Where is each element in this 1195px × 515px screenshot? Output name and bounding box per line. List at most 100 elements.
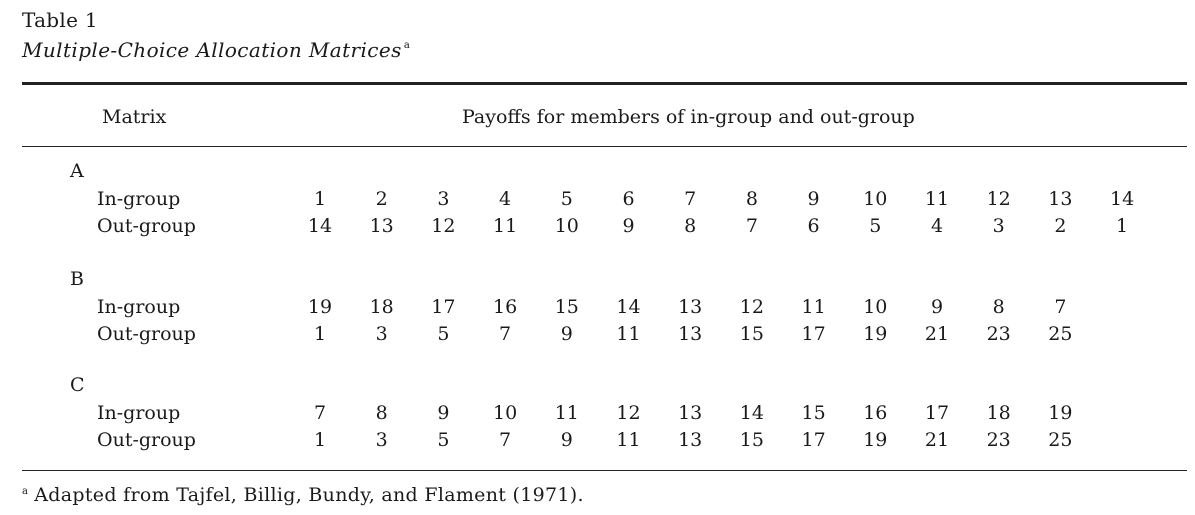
payoff-cell: 4 [499, 188, 512, 210]
payoff-cell: 15 [739, 323, 764, 345]
payoff-cell: 13 [1048, 188, 1073, 210]
footnote-text: Adapted from Tajfel, Billig, Bundy, and … [34, 484, 584, 506]
payoff-cell: 23 [986, 429, 1011, 451]
payoff-cell: 12 [986, 188, 1011, 210]
payoff-cell: 12 [616, 402, 641, 424]
payoff-cell: 10 [554, 215, 579, 237]
column-header-payoffs: Payoffs for members of in-group and out-… [462, 106, 915, 128]
payoff-cell: 1 [313, 323, 327, 345]
payoff-cell: 17 [924, 402, 950, 424]
payoff-cell: 23 [986, 323, 1011, 345]
payoff-cell: 9 [622, 215, 635, 237]
payoff-cell: 1 [1116, 215, 1129, 237]
payoff-cell: 3 [437, 188, 450, 210]
payoff-cell: 10 [863, 296, 888, 318]
payoff-cell: 13 [369, 215, 394, 237]
payoff-cell: 25 [1048, 323, 1073, 345]
payoff-cell: 11 [493, 215, 518, 237]
row-label: Out-group [97, 323, 196, 345]
payoff-cell: 19 [863, 323, 888, 345]
payoff-cell: 9 [560, 429, 573, 451]
payoff-cell: 13 [678, 296, 703, 318]
payoff-cell: 11 [801, 296, 826, 318]
matrix-label: A [70, 160, 84, 182]
payoff-cell: 12 [739, 296, 764, 318]
payoff-cell: 9 [807, 188, 820, 210]
payoff-cell: 5 [869, 215, 882, 237]
payoff-cell: 3 [992, 215, 1005, 237]
payoff-cell: 5 [437, 323, 450, 345]
payoff-cell: 7 [499, 323, 512, 345]
payoff-cell: 5 [560, 188, 573, 210]
payoff-cell: 3 [375, 323, 388, 345]
payoff-cell: 10 [493, 402, 518, 424]
row-label: In-group [97, 296, 181, 318]
column-header-matrix: Matrix [102, 106, 167, 128]
matrix-label: C [70, 374, 85, 396]
row-label: In-group [97, 402, 181, 424]
matrix-label: B [70, 268, 84, 290]
footnote: a Adapted from Tajfel, Billig, Bundy, and… [22, 484, 584, 506]
payoff-cell: 7 [684, 188, 697, 210]
payoff-cell: 16 [493, 296, 518, 318]
payoff-cell: 11 [554, 402, 579, 424]
row-label: Out-group [97, 429, 196, 451]
payoff-cell: 15 [554, 296, 579, 318]
payoff-cell: 8 [992, 296, 1005, 318]
row-label: In-group [97, 188, 181, 210]
payoff-cell: 17 [801, 429, 826, 451]
payoff-cell: 19 [307, 296, 333, 318]
footnote-marker: a [403, 40, 411, 51]
payoff-cell: 10 [863, 188, 888, 210]
payoff-cell: 18 [986, 402, 1011, 424]
payoff-cell: 14 [1110, 188, 1135, 210]
payoff-cell: 13 [678, 323, 703, 345]
payoff-cell: 15 [801, 402, 826, 424]
payoff-cell: 4 [930, 215, 944, 237]
payoff-cell: 7 [313, 402, 327, 424]
payoff-cell: 14 [307, 215, 333, 237]
payoff-cell: 8 [684, 215, 697, 237]
payoff-cell: 17 [801, 323, 826, 345]
payoff-cell: 19 [1048, 402, 1073, 424]
payoff-cell: 6 [622, 188, 635, 210]
payoff-cell: 11 [924, 188, 950, 210]
payoff-cell: 8 [745, 188, 758, 210]
payoff-cell: 3 [375, 429, 388, 451]
payoff-cell: 25 [1048, 429, 1073, 451]
payoff-cell: 13 [678, 429, 703, 451]
payoff-cell: 2 [375, 188, 388, 210]
table-subtitle-text: Multiple-Choice Allocation Matrices [22, 38, 402, 62]
payoff-cell: 15 [739, 429, 764, 451]
bottom-rule [22, 470, 1187, 471]
payoff-cell: 7 [499, 429, 512, 451]
payoff-cell: 1 [313, 188, 327, 210]
payoff-cell: 8 [375, 402, 388, 424]
payoff-cell: 13 [678, 402, 703, 424]
payoff-cell: 7 [1054, 296, 1067, 318]
payoff-cell: 11 [616, 429, 641, 451]
payoff-cell: 19 [863, 429, 888, 451]
payoff-cell: 11 [616, 323, 641, 345]
payoff-cell: 12 [431, 215, 456, 237]
payoff-cell: 9 [437, 402, 450, 424]
header-rule [22, 146, 1187, 147]
payoff-cell: 18 [369, 296, 394, 318]
payoff-cell: 16 [863, 402, 888, 424]
payoff-cell: 1 [313, 429, 327, 451]
table-title: Table 1 [22, 8, 98, 32]
payoff-cell: 14 [739, 402, 764, 424]
payoff-cell: 21 [924, 323, 950, 345]
payoff-cell: 6 [807, 215, 820, 237]
payoff-cell: 7 [745, 215, 758, 237]
payoff-cell: 21 [924, 429, 950, 451]
footnote-mark: a [22, 486, 29, 497]
table-subtitle: Multiple-Choice Allocation Matrices a [22, 38, 410, 62]
top-rule [22, 82, 1187, 85]
payoff-cell: 17 [431, 296, 456, 318]
payoff-cell: 2 [1054, 215, 1067, 237]
payoff-cell: 5 [437, 429, 450, 451]
row-label: Out-group [97, 215, 196, 237]
payoff-cell: 14 [616, 296, 641, 318]
payoff-cell: 9 [930, 296, 944, 318]
